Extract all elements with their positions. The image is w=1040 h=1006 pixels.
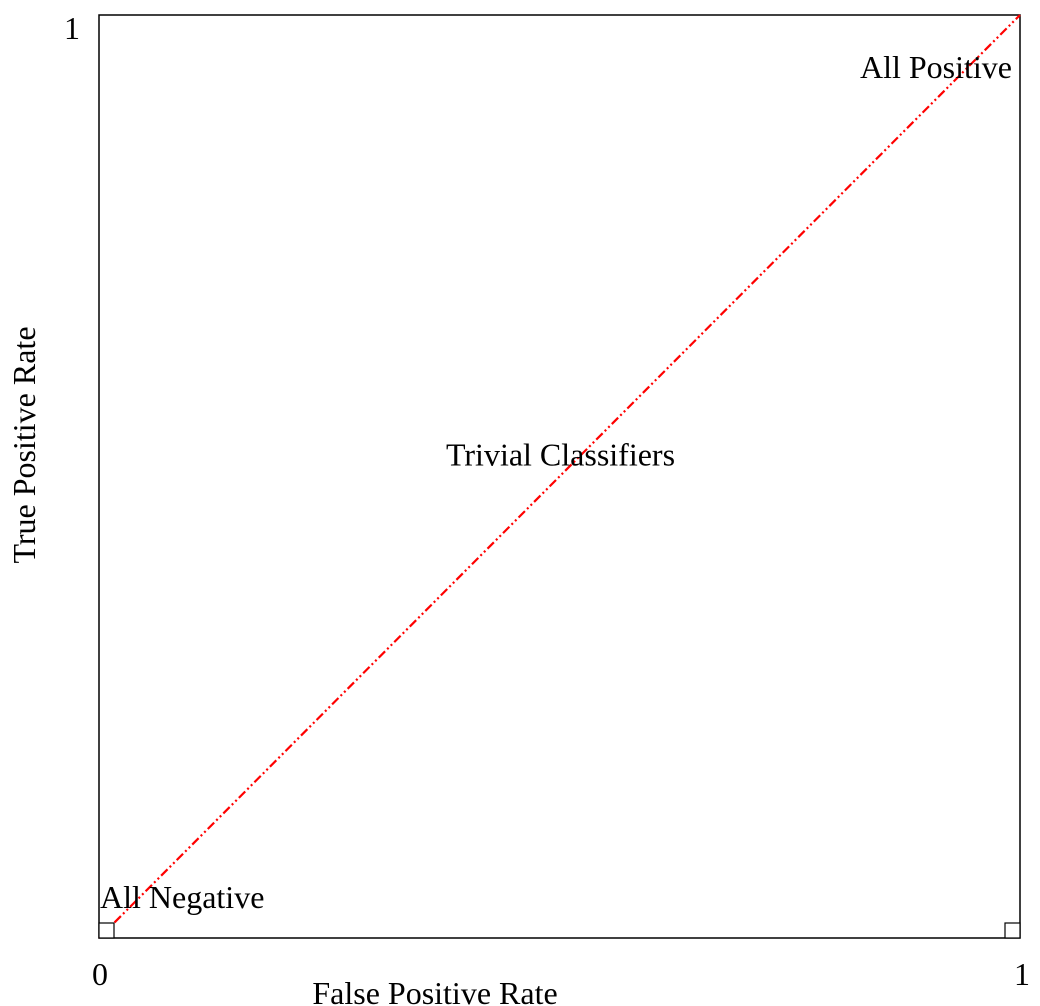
trivial-classifier-line bbox=[98, 14, 1021, 939]
annotation-trivial-classifiers: Trivial Classifiers bbox=[446, 437, 675, 473]
annotation-all-positive: All Positive bbox=[860, 49, 1012, 85]
x-tick-label-0: 0 bbox=[92, 956, 108, 992]
x-tick-label-1: 1 bbox=[1014, 956, 1030, 992]
y-axis-label: True Positive Rate bbox=[6, 326, 42, 563]
y-tick-label-1: 1 bbox=[64, 10, 80, 46]
x-axis-label: False Positive Rate bbox=[312, 975, 557, 1006]
point-marker-all-negative bbox=[98, 922, 115, 939]
annotation-all-negative: All Negative bbox=[100, 879, 264, 915]
point-marker-right-corner bbox=[1004, 922, 1021, 939]
plot-frame bbox=[98, 14, 1021, 939]
